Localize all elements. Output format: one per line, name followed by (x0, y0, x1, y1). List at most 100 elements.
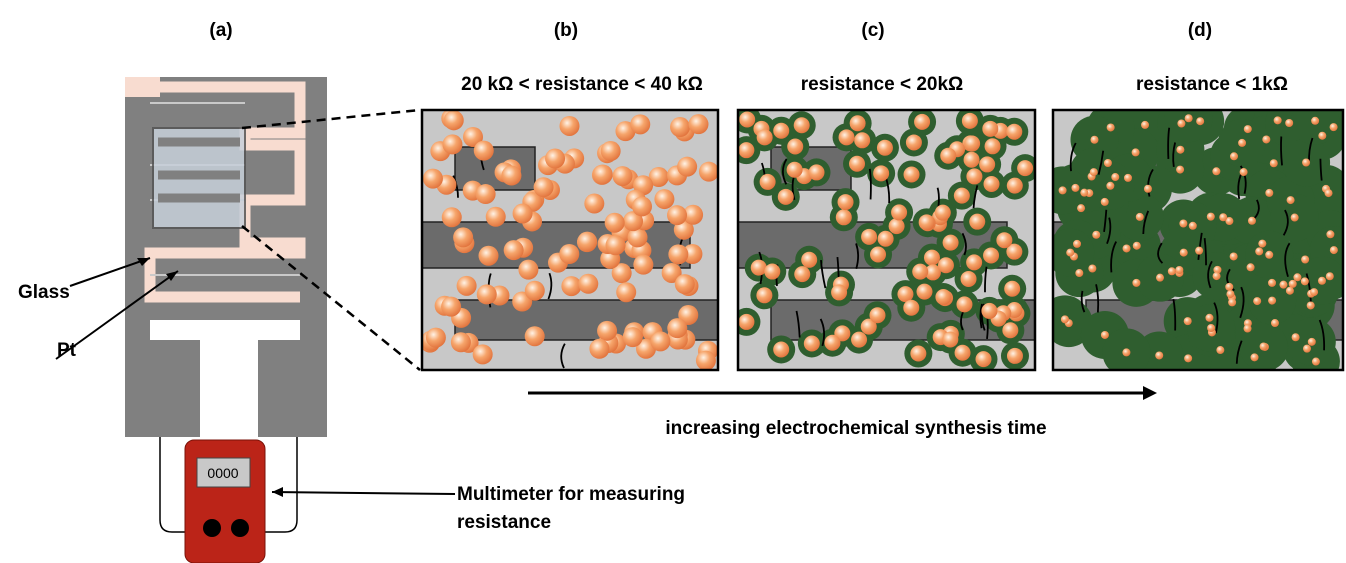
particle (910, 346, 926, 362)
particle (1274, 116, 1282, 124)
particle (584, 194, 604, 214)
particle (1124, 174, 1132, 182)
particle (667, 318, 687, 338)
particle (1271, 319, 1279, 327)
particle (878, 231, 894, 247)
particle (477, 284, 497, 304)
particle (675, 274, 695, 294)
particle (982, 121, 998, 137)
particle (1302, 158, 1310, 166)
particle (525, 281, 545, 301)
particle (943, 235, 959, 251)
particle (1088, 264, 1096, 272)
particle (1289, 280, 1297, 288)
particle (831, 284, 847, 300)
particle (1255, 247, 1263, 255)
particle (996, 232, 1012, 248)
particle (1213, 272, 1221, 280)
particle (955, 345, 971, 361)
zoom-panel (732, 106, 1068, 374)
particle (699, 162, 719, 182)
particle (504, 240, 524, 260)
arrow-label: increasing electrochemical synthesis tim… (665, 418, 1046, 439)
electrode (125, 77, 327, 437)
panel-label: (b) (554, 20, 578, 41)
zoom-panels (420, 94, 1346, 385)
particle (1075, 269, 1083, 277)
particle (962, 113, 978, 129)
particle (751, 260, 767, 276)
particle (1292, 333, 1300, 341)
particle (1225, 283, 1233, 291)
particle (1123, 244, 1131, 252)
particle (1279, 281, 1287, 289)
particle (1248, 217, 1256, 225)
particle (1301, 277, 1309, 285)
particle (757, 129, 773, 145)
particle (1073, 240, 1081, 248)
particle (940, 148, 956, 164)
particle (854, 132, 870, 148)
particle (824, 335, 840, 351)
particle (1132, 148, 1140, 156)
particle (451, 332, 471, 352)
particle (589, 339, 609, 359)
panel-title: resistance < 20kΩ (801, 74, 964, 95)
particle (1312, 358, 1320, 366)
particle (1326, 272, 1334, 280)
particle (630, 114, 650, 134)
particle (1101, 198, 1109, 206)
particle (1177, 120, 1185, 128)
particle (738, 314, 754, 330)
particle (1258, 240, 1266, 248)
particle (1262, 135, 1270, 143)
particle (632, 196, 652, 216)
particle (441, 297, 461, 317)
particle (1077, 204, 1085, 212)
particle (924, 250, 940, 266)
particle (935, 205, 951, 221)
wire (1281, 136, 1282, 165)
particle (1189, 222, 1197, 230)
particle (739, 112, 755, 128)
particle (1195, 247, 1203, 255)
particle (457, 276, 477, 296)
particle (1219, 213, 1227, 221)
particle (919, 214, 935, 230)
particle (956, 296, 972, 312)
particle (1059, 186, 1067, 194)
particle (605, 213, 625, 233)
particle (738, 142, 754, 158)
panel-title: 20 kΩ < resistance < 40 kΩ (461, 74, 703, 95)
particle (850, 115, 866, 131)
particle (606, 235, 626, 255)
particle (861, 229, 877, 245)
particle (518, 260, 538, 280)
particle (1230, 252, 1238, 260)
particle (1133, 242, 1141, 250)
particle (849, 156, 865, 172)
particle (1268, 297, 1276, 305)
particle (1212, 167, 1220, 175)
particle (954, 188, 970, 204)
particle (426, 328, 446, 348)
particle (1107, 123, 1115, 131)
particle (773, 341, 789, 357)
particle (889, 218, 905, 234)
particle (525, 326, 545, 346)
particle (1307, 301, 1315, 309)
particle (773, 123, 789, 139)
particle (1318, 277, 1326, 285)
particle (654, 189, 674, 209)
particle (601, 141, 621, 161)
particle (1007, 178, 1023, 194)
particle (423, 169, 443, 189)
particle (1253, 297, 1261, 305)
particle (787, 139, 803, 155)
particle (1090, 136, 1098, 144)
particle (1136, 213, 1144, 221)
particle (670, 117, 690, 137)
particle (650, 331, 670, 351)
particle (981, 303, 997, 319)
particle (1238, 139, 1246, 147)
